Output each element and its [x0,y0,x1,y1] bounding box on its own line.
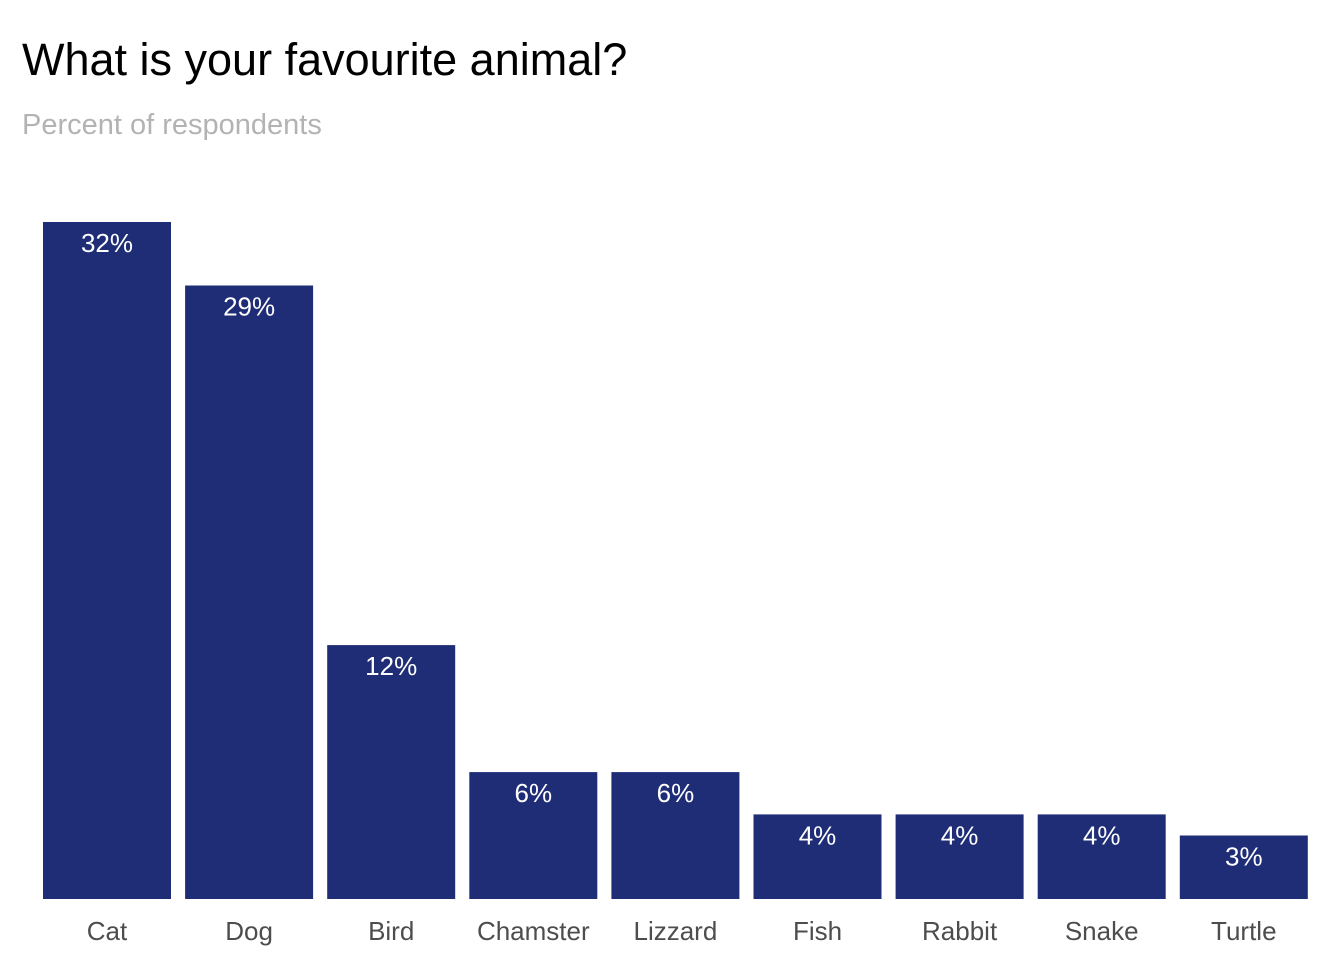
x-tick-label-turtle: Turtle [1211,916,1277,946]
chart-title: What is your favourite animal? [22,34,628,85]
x-axis-tick-labels: Cat Dog Bird Chamster Lizzard Fish Rabbit Snake… [87,916,1277,946]
data-label-lizzard: 6% [657,778,695,808]
bar-chamster [469,772,598,899]
bars-layer [43,222,1308,899]
x-tick-label-bird: Bird [368,916,414,946]
data-label-rabbit: 4% [941,820,979,850]
x-tick-label-lizzard: Lizzard [633,916,717,946]
bar-rabbit [895,814,1024,899]
bar-snake [1037,814,1166,899]
data-label-bird: 12% [365,651,417,681]
x-tick-label-rabbit: Rabbit [922,916,998,946]
data-label-cat: 32% [81,228,133,258]
x-tick-label-dog: Dog [225,916,273,946]
data-labels-layer: 32% 29% 12% 6% 6% 4% 4% 4% 3% [81,228,1263,872]
data-label-chamster: 6% [515,778,553,808]
x-tick-label-snake: Snake [1065,916,1139,946]
x-tick-label-cat: Cat [87,916,128,946]
data-label-fish: 4% [799,820,837,850]
x-tick-label-chamster: Chamster [477,916,590,946]
data-label-snake: 4% [1083,820,1121,850]
data-label-turtle: 3% [1225,842,1263,872]
data-label-dog: 29% [223,292,275,322]
bar-fish [753,814,882,899]
bar-lizzard [611,772,740,899]
bar-bird [327,645,456,899]
bar-cat [43,222,171,899]
chart-subtitle: Percent of respondents [22,109,322,141]
bar-turtle [1179,835,1308,899]
bar-dog [185,285,314,899]
x-tick-label-fish: Fish [793,916,842,946]
